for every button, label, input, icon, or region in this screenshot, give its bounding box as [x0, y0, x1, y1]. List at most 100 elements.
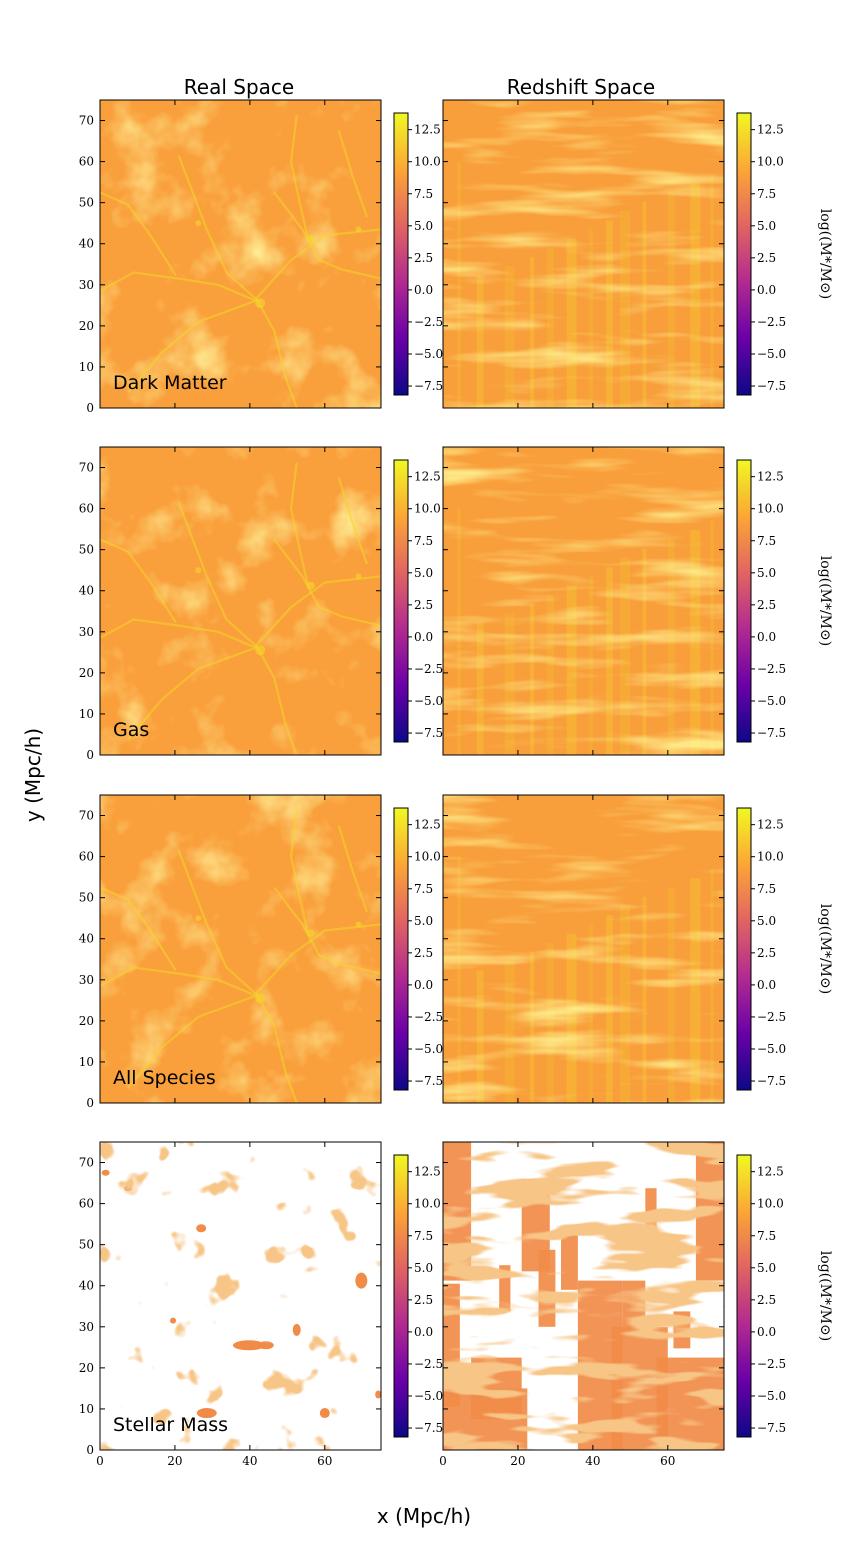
axes-frame	[442, 446, 725, 756]
colorbar-tick-label: 10.0	[757, 155, 784, 169]
colorbar-tick-label: −5.0	[414, 347, 443, 361]
y-tick-label: 40	[79, 584, 94, 598]
species-label: Dark Matter	[113, 372, 227, 394]
colorbar-tick-label: 5.0	[414, 914, 433, 928]
colorbar-tick-label: 12.5	[757, 818, 784, 832]
y-tick-label: 40	[79, 237, 94, 251]
y-tick-label: 10	[79, 360, 94, 374]
colorbar-tick-label: −5.0	[414, 694, 443, 708]
colorbar-tick-label: −5.0	[414, 1389, 443, 1403]
colorbar-tick-label: 0.0	[757, 978, 776, 992]
colorbar-tick-label: 5.0	[414, 566, 433, 580]
colorbar-tick-label: −7.5	[414, 1421, 443, 1435]
colorbar-tick-label: 7.5	[414, 882, 433, 896]
x-axis-label: x (Mpc/h)	[377, 1504, 471, 1528]
axes-redshift-0	[442, 99, 725, 409]
y-tick-label: 60	[79, 155, 94, 169]
y-tick-label: 70	[79, 461, 94, 475]
y-tick-label: 70	[79, 1156, 94, 1170]
colorbar-redshift-0: −7.5 −5.0 −2.5 0.0 2.5 5.0 7.5 10.0 12.5 log((M*/…	[736, 112, 833, 396]
colorbar-tick-label: 2.5	[414, 598, 433, 612]
colorbar-tick-label: 10.0	[757, 502, 784, 516]
y-tick-label: 0	[86, 1096, 94, 1110]
y-tick-label: 0	[86, 401, 94, 415]
colorbar-tick-label: 7.5	[414, 1229, 433, 1243]
axes-frame	[442, 99, 725, 409]
y-tick-label: 10	[79, 1402, 94, 1416]
colorbar-redshift-2: −7.5 −5.0 −2.5 0.0 2.5 5.0 7.5 10.0 12.5 log((M*/…	[736, 807, 833, 1091]
axes-frame	[442, 794, 725, 1104]
colorbar-tick-label: −7.5	[757, 1074, 786, 1088]
colorbar-tick-label: −2.5	[757, 1010, 786, 1024]
colorbar-tick-label: −2.5	[414, 1010, 443, 1024]
heatmap-real-0: Dark Matter	[99, 100, 382, 409]
y-tick-label: 0	[86, 748, 94, 762]
colorbar-tick-label: 2.5	[414, 946, 433, 960]
axes-redshift-1	[442, 446, 725, 756]
axes-frame	[99, 1141, 382, 1451]
colorbar-tick-label: 2.5	[757, 946, 776, 960]
x-tick-label: 0	[96, 1454, 104, 1468]
colorbar-tick-label: 2.5	[414, 251, 433, 265]
colorbar-tick-label: −7.5	[757, 726, 786, 740]
species-label: Stellar Mass	[113, 1414, 228, 1436]
colorbar-label: log((M*/M⊙)	[817, 904, 833, 994]
colorbar-tick-label: 10.0	[757, 850, 784, 864]
y-tick-label: 30	[79, 278, 94, 292]
y-tick-label: 50	[79, 196, 94, 210]
colorbar-tick-label: 7.5	[757, 1229, 776, 1243]
colorbar-tick-label: 7.5	[757, 187, 776, 201]
colorbar-tick-label: −2.5	[414, 315, 443, 329]
colorbar-tick-label: 7.5	[414, 187, 433, 201]
colorbar-label: log((M*/M⊙)	[817, 556, 833, 646]
colorbar-tick-label: 7.5	[414, 534, 433, 548]
heatmap-redshift-2	[443, 795, 724, 1103]
colorbar-tick-label: 5.0	[757, 1261, 776, 1275]
y-tick-label: 20	[79, 319, 94, 333]
species-label: All Species	[113, 1067, 216, 1089]
colorbar-tick-label: −7.5	[414, 726, 443, 740]
colorbar-label: log((M*/M⊙)	[817, 209, 833, 299]
species-label: Gas	[113, 719, 149, 741]
colorbar-gradient	[736, 459, 752, 743]
colorbar-tick-label: 0.0	[414, 283, 433, 297]
y-tick-label: 10	[79, 707, 94, 721]
colorbar-tick-label: 5.0	[414, 219, 433, 233]
colorbar-tick-label: 0.0	[414, 978, 433, 992]
colorbar-label: log((M*/M⊙)	[817, 1251, 833, 1341]
colorbar-real-1: −7.5 −5.0 −2.5 0.0 2.5 5.0 7.5 10.0 12.5	[393, 459, 443, 743]
colorbar-redshift-1: −7.5 −5.0 −2.5 0.0 2.5 5.0 7.5 10.0 12.5 log((M*/…	[736, 459, 833, 743]
colorbar-real-2: −7.5 −5.0 −2.5 0.0 2.5 5.0 7.5 10.0 12.5	[393, 807, 443, 1091]
colorbar-tick-label: 10.0	[414, 502, 441, 516]
colorbar-gradient	[736, 1154, 752, 1438]
colorbar-tick-label: 12.5	[757, 123, 784, 137]
y-tick-label: 60	[79, 1197, 94, 1211]
colorbar-tick-label: 0.0	[757, 283, 776, 297]
axes-frame	[99, 446, 382, 756]
colorbar-tick-label: −2.5	[414, 662, 443, 676]
colorbar-tick-label: 0.0	[757, 1325, 776, 1339]
colorbar-tick-label: −2.5	[757, 662, 786, 676]
colorbar-tick-label: 12.5	[414, 123, 441, 137]
colorbar-tick-label: 5.0	[757, 219, 776, 233]
colorbar-tick-label: −7.5	[757, 1421, 786, 1435]
heatmap-real-3: Stellar Mass	[100, 1142, 382, 1450]
colorbar-tick-label: 0.0	[757, 630, 776, 644]
x-tick-label: 40	[242, 1454, 257, 1468]
axes-frame	[99, 794, 382, 1104]
colorbar-gradient	[736, 807, 752, 1091]
y-tick-label: 0	[86, 1443, 94, 1457]
heatmap-redshift-1	[443, 447, 724, 755]
x-tick-label: 20	[510, 1454, 525, 1468]
y-tick-label: 60	[79, 502, 94, 516]
y-tick-label: 40	[79, 1279, 94, 1293]
colorbar-tick-label: −7.5	[414, 379, 443, 393]
y-tick-label: 70	[79, 114, 94, 128]
colorbar-tick-label: −7.5	[414, 1074, 443, 1088]
y-tick-label: 20	[79, 1014, 94, 1028]
colorbar-tick-label: 5.0	[414, 1261, 433, 1275]
colorbar-tick-label: −7.5	[757, 379, 786, 393]
colorbar-tick-label: 12.5	[757, 470, 784, 484]
colorbar-tick-label: 12.5	[414, 818, 441, 832]
colorbar-tick-label: 2.5	[757, 598, 776, 612]
